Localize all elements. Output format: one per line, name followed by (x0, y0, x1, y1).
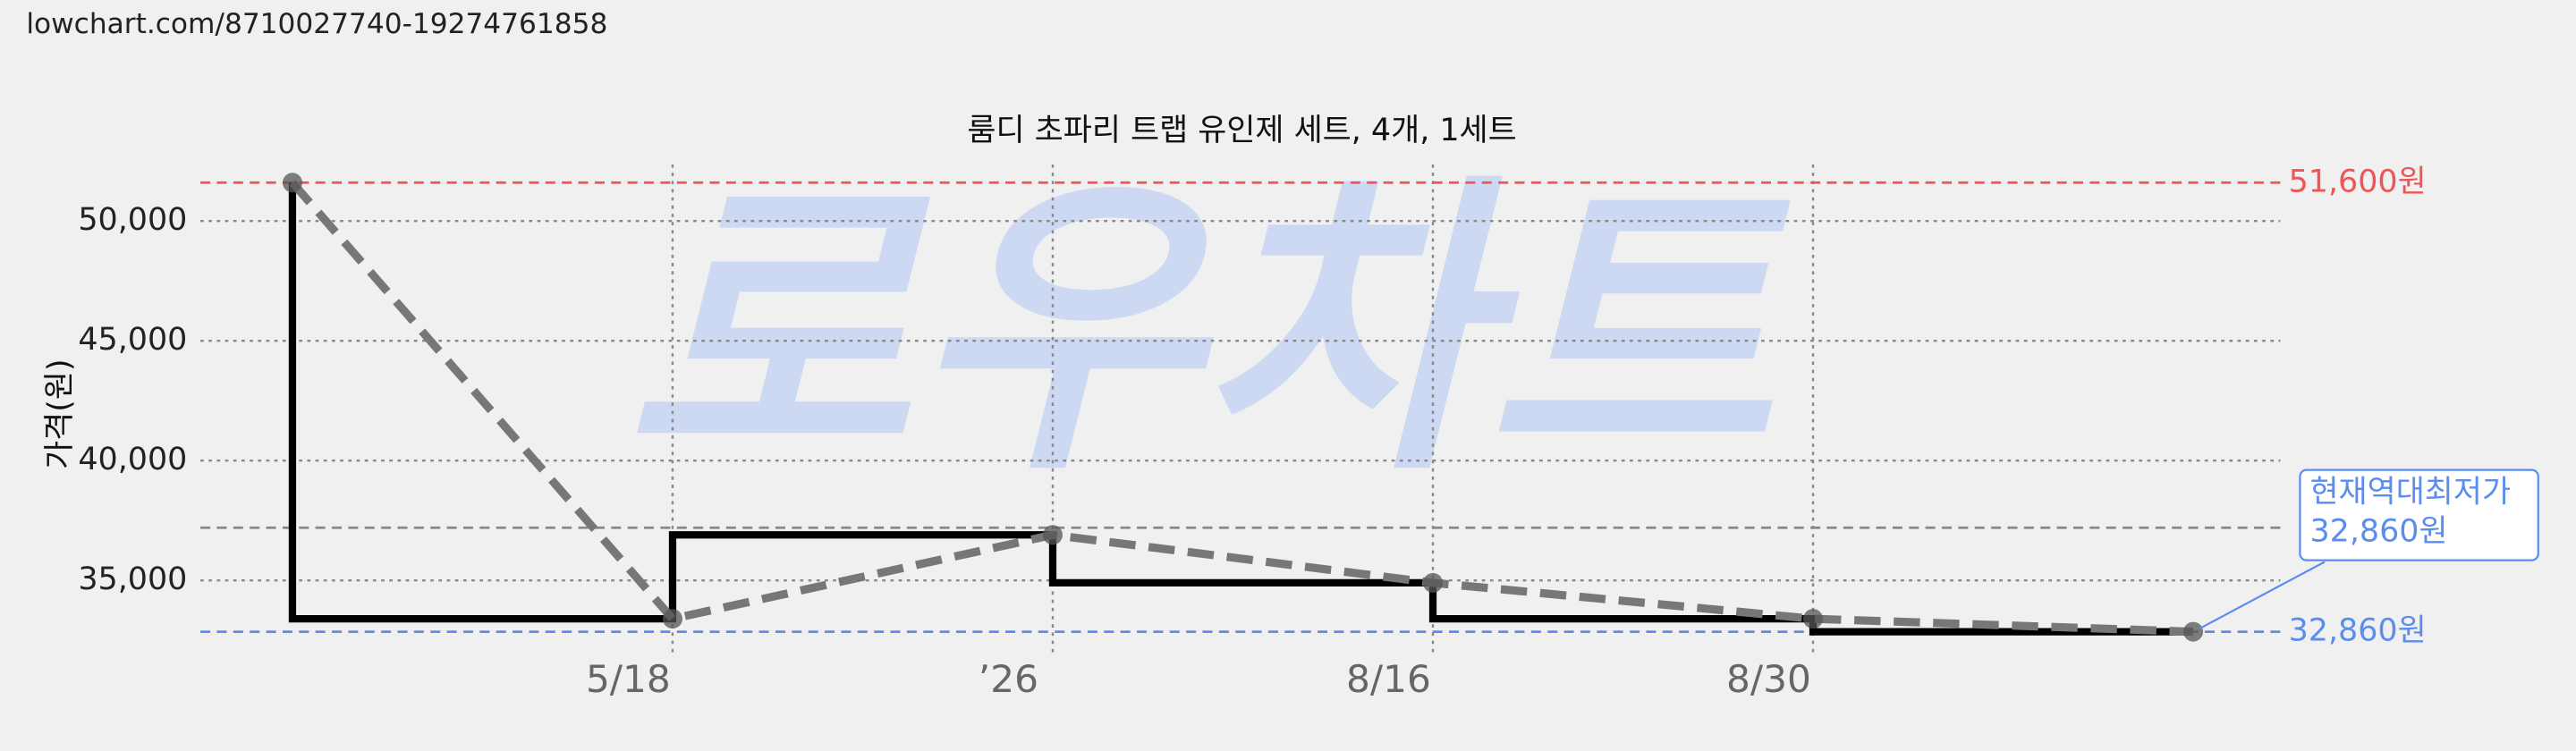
price-point (1803, 609, 1824, 629)
reference-label: 32,860원 (2289, 613, 2427, 649)
price-point (1422, 572, 1444, 593)
y-tick-label: 50,000 (78, 202, 187, 238)
price-point (662, 609, 682, 629)
watermark: 로우차트 (625, 150, 1794, 513)
x-tick-label: 8/16 (1346, 657, 1431, 701)
x-tick-label: 5/18 (586, 657, 671, 701)
url: lowchart.com/8710027740-19274761858 (26, 8, 607, 40)
x-tick-label: 8/30 (1726, 657, 1811, 701)
annotation-text: 32,860원 (2309, 513, 2447, 549)
trend-line (289, 180, 2194, 637)
annotation-text: 현재역대최저가 (2309, 474, 2511, 510)
y-tick-label: 40,000 (78, 442, 187, 477)
annotation-box (2299, 468, 2539, 561)
x-tick-label: ’26 (979, 657, 1038, 701)
price-point (2183, 621, 2204, 642)
annotation-arrow (2199, 561, 2326, 629)
y-tick-label: 45,000 (78, 322, 187, 358)
y-tick-label: 35,000 (78, 561, 187, 597)
chart-title: 룸디 초파리 트랩 유인제 세트, 4개, 1세트 (967, 113, 1516, 148)
y-axis-label: 가격(원) (42, 359, 78, 468)
reference-label: 51,600원 (2289, 164, 2427, 199)
price-point (1042, 525, 1063, 545)
price-point (282, 173, 302, 193)
